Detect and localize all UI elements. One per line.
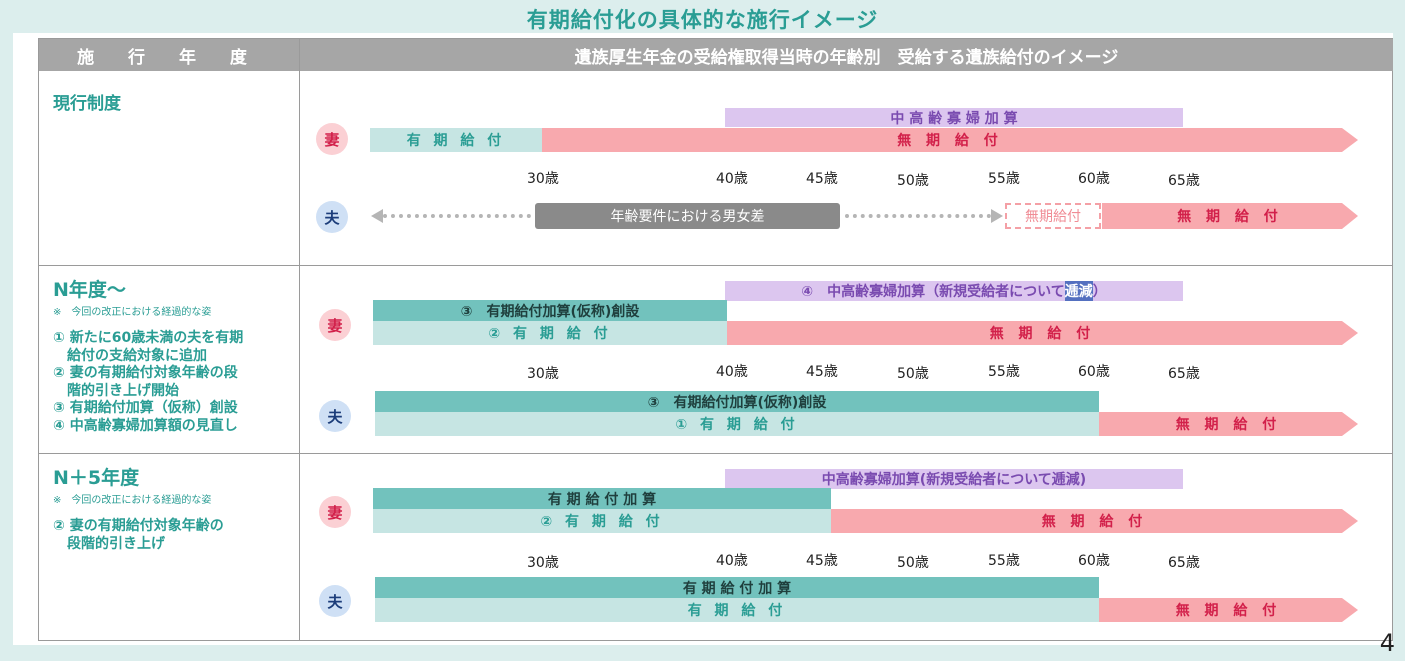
- list-item: ② 妻の有期給付対象年齢の段: [53, 365, 238, 381]
- husband-icon: 夫: [319, 400, 351, 432]
- list-item: 階的引き上げ開始: [53, 382, 179, 399]
- column-divider: [299, 39, 300, 640]
- age-label: 50歳: [897, 555, 929, 571]
- husband-icon: 夫: [319, 585, 351, 617]
- row-current-label: 現行制度: [53, 89, 121, 114]
- main-panel: 施 行 年 度 遺族厚生年金の受給権取得当時の年齢別 受給する遺族給付のイメージ…: [13, 33, 1393, 645]
- fixed-term-benefit-bar: 有 期 給 付: [370, 128, 542, 152]
- wife-icon: 妻: [316, 123, 348, 155]
- age-label: 50歳: [897, 366, 929, 382]
- list-item: ② 妻の有期給付対象年齢の: [53, 518, 224, 534]
- wife-icon: 妻: [319, 309, 351, 341]
- indefinite-benefit-bar: 無 期 給 付: [542, 128, 1358, 152]
- age-label: 45歳: [806, 171, 838, 187]
- age-label: 30歳: [527, 555, 559, 571]
- gender-gap-label: 年齢要件における男女差: [535, 203, 840, 229]
- dotted-line: [383, 214, 531, 218]
- age-label: 40歳: [716, 553, 748, 569]
- age-label: 65歳: [1168, 366, 1200, 382]
- transition-note: ※ 今回の改正における経過的な姿: [53, 495, 212, 506]
- age-label: 55歳: [988, 364, 1020, 380]
- reduction-highlight: 逓減: [1064, 281, 1093, 301]
- row-title: N年度～: [53, 279, 126, 301]
- indefinite-benefit-bar: 無 期 給 付: [1099, 412, 1358, 436]
- page-number: 4: [1379, 629, 1395, 657]
- indefinite-benefit-bar: 無 期 給 付: [1102, 203, 1358, 229]
- list-item: 給付の支給対象に追加: [53, 347, 207, 364]
- wife-icon: 妻: [319, 496, 351, 528]
- indefinite-benefit-bar: 無 期 給 付: [727, 321, 1358, 345]
- list-item: ④ 中高齢寡婦加算額の見直し: [53, 417, 238, 434]
- header-benefit-image: 遺族厚生年金の受給権取得当時の年齢別 受給する遺族給付のイメージ: [300, 39, 1393, 71]
- page-title: 有期給付化の具体的な施行イメージ: [526, 8, 879, 32]
- fixed-term-addition-bar: 有 期 給 付 加 算: [375, 577, 1099, 598]
- policy-table: 施 行 年 度 遺族厚生年金の受給権取得当時の年齢別 受給する遺族給付のイメージ…: [38, 38, 1393, 641]
- age-label: 60歳: [1078, 553, 1110, 569]
- change-list: ① 新たに60歳未満の夫を有期 給付の支給対象に追加 ② 妻の有期給付対象年齢の…: [53, 330, 243, 435]
- fixed-term-addition-bar: 有 期 給 付 加 算: [373, 488, 831, 509]
- age-label: 50歳: [897, 173, 929, 189]
- age-label: 40歳: [716, 364, 748, 380]
- change-list: ② 妻の有期給付対象年齢の 段階的引き上げ: [53, 518, 224, 553]
- header-fiscal-year: 施 行 年 度: [39, 39, 299, 71]
- middle-aged-widow-addition-bar: 中 高 齢 寡 婦 加 算: [725, 108, 1183, 127]
- list-item: 段階的引き上げ: [53, 535, 165, 552]
- fixed-term-addition-bar: ③ 有期給付加算(仮称)創設: [375, 391, 1099, 412]
- age-label: 65歳: [1168, 173, 1200, 189]
- indefinite-benefit-dashed-bar: 無期給付: [1005, 203, 1101, 229]
- row-divider: [39, 453, 1392, 454]
- transition-note: ※ 今回の改正における経過的な姿: [53, 307, 212, 318]
- row-divider: [39, 265, 1392, 266]
- fixed-term-benefit-bar: ① 有 期 給 付: [375, 412, 1099, 436]
- age-label: 55歳: [988, 553, 1020, 569]
- addition-text-end: ）: [1092, 284, 1107, 300]
- fixed-term-benefit-bar: ② 有 期 給 付: [373, 509, 831, 533]
- arrow-left-icon: [371, 209, 383, 223]
- husband-icon: 夫: [316, 201, 348, 233]
- arrow-right-icon: [991, 209, 1003, 223]
- age-label: 60歳: [1078, 364, 1110, 380]
- indefinite-benefit-bar: 無 期 給 付: [831, 509, 1358, 533]
- addition-text: ④ 中高齢寡婦加算（新規受給者について: [801, 284, 1065, 300]
- age-label: 65歳: [1168, 555, 1200, 571]
- dotted-line: [845, 214, 991, 218]
- row-title: N＋5年度: [53, 467, 140, 489]
- age-label: 30歳: [527, 171, 559, 187]
- row-n5-label: N＋5年度 ※ 今回の改正における経過的な姿 ② 妻の有期給付対象年齢の 段階的…: [53, 463, 224, 553]
- row-n-label: N年度～ ※ 今回の改正における経過的な姿 ① 新たに60歳未満の夫を有期 給付…: [53, 275, 243, 435]
- fixed-term-benefit-bar: 有 期 給 付: [375, 598, 1099, 622]
- fixed-term-benefit-bar: ② 有 期 給 付: [373, 321, 727, 345]
- age-label: 30歳: [527, 366, 559, 382]
- indefinite-benefit-bar: 無 期 給 付: [1099, 598, 1358, 622]
- age-label: 45歳: [806, 553, 838, 569]
- list-item: ① 新たに60歳未満の夫を有期: [53, 330, 244, 346]
- fixed-term-addition-bar: ③ 有期給付加算(仮称)創設: [373, 300, 727, 321]
- row-title: 現行制度: [53, 94, 121, 114]
- age-label: 60歳: [1078, 171, 1110, 187]
- list-item: ③ 有期給付加算（仮称）創設: [53, 400, 238, 416]
- age-label: 40歳: [716, 171, 748, 187]
- age-label: 45歳: [806, 364, 838, 380]
- middle-aged-widow-addition-bar: ④ 中高齢寡婦加算（新規受給者について 逓減）: [725, 281, 1183, 301]
- middle-aged-widow-addition-bar: 中高齢寡婦加算(新規受給者について逓減): [725, 469, 1183, 489]
- age-label: 55歳: [988, 171, 1020, 187]
